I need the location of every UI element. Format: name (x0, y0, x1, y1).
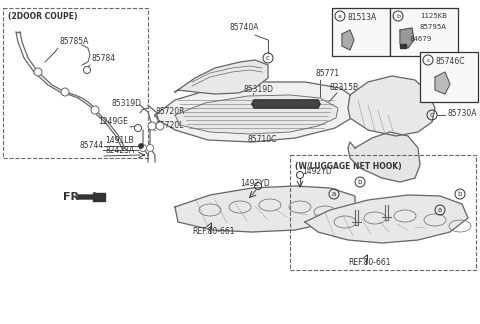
Polygon shape (305, 195, 468, 243)
Text: c: c (430, 112, 434, 118)
Text: 85720R: 85720R (155, 107, 184, 116)
Polygon shape (175, 95, 338, 134)
Bar (400, 44, 406, 48)
Text: 85744: 85744 (80, 141, 104, 150)
Circle shape (61, 88, 69, 96)
Circle shape (148, 122, 156, 130)
Text: REF.80-661: REF.80-661 (348, 258, 391, 267)
Polygon shape (435, 72, 450, 94)
Text: FR: FR (63, 192, 79, 202)
Text: 81513A: 81513A (348, 13, 377, 22)
Text: c: c (266, 55, 270, 61)
Text: 1491LB: 1491LB (105, 136, 133, 145)
Circle shape (146, 145, 154, 152)
Circle shape (91, 106, 99, 114)
Text: (W/LUGGAGE NET HOOK): (W/LUGGAGE NET HOOK) (295, 162, 402, 171)
Text: 1492YD: 1492YD (302, 168, 332, 177)
Bar (332, 8, 390, 56)
Circle shape (156, 122, 164, 130)
Polygon shape (400, 28, 414, 48)
Circle shape (134, 124, 142, 132)
Text: a: a (438, 207, 442, 213)
Text: c: c (426, 57, 430, 63)
Polygon shape (348, 132, 420, 182)
Polygon shape (252, 100, 320, 108)
Text: 85730A: 85730A (447, 109, 477, 118)
Polygon shape (175, 186, 355, 232)
Text: b: b (358, 179, 362, 185)
Text: 85746C: 85746C (436, 57, 466, 66)
Text: (2DOOR COUPE): (2DOOR COUPE) (8, 12, 77, 21)
Circle shape (84, 66, 91, 74)
Text: b: b (396, 14, 400, 18)
Text: 82315B: 82315B (330, 83, 359, 92)
Text: 84679: 84679 (410, 36, 432, 42)
Bar (390, 8, 458, 56)
Text: a: a (332, 191, 336, 197)
Bar (290, 155, 476, 270)
Bar (420, 52, 478, 102)
Circle shape (140, 145, 146, 152)
Text: 1492YD: 1492YD (240, 179, 270, 188)
FancyArrow shape (78, 192, 101, 202)
Bar (93, 193, 105, 201)
Text: a: a (338, 14, 342, 18)
Text: 1249GE: 1249GE (98, 117, 128, 126)
Circle shape (139, 144, 144, 148)
Text: 85785A: 85785A (60, 37, 89, 46)
Text: 1125KB: 1125KB (420, 13, 447, 19)
Text: 85710C: 85710C (247, 135, 276, 144)
Polygon shape (155, 82, 358, 142)
Text: 85784: 85784 (91, 54, 115, 63)
Text: 85720L: 85720L (155, 121, 183, 130)
Text: REF.80-661: REF.80-661 (192, 227, 235, 236)
Text: b: b (458, 191, 462, 197)
Circle shape (34, 68, 42, 76)
Text: 82423A: 82423A (105, 146, 134, 155)
Text: 85771: 85771 (315, 69, 339, 78)
Text: 85319D: 85319D (243, 85, 273, 94)
Bar (3, 8, 148, 158)
Polygon shape (175, 60, 268, 94)
Polygon shape (348, 76, 435, 136)
Text: 85740A: 85740A (230, 23, 260, 32)
Text: 85795A: 85795A (420, 24, 447, 30)
Polygon shape (342, 30, 354, 50)
Text: 85319D: 85319D (112, 99, 142, 108)
